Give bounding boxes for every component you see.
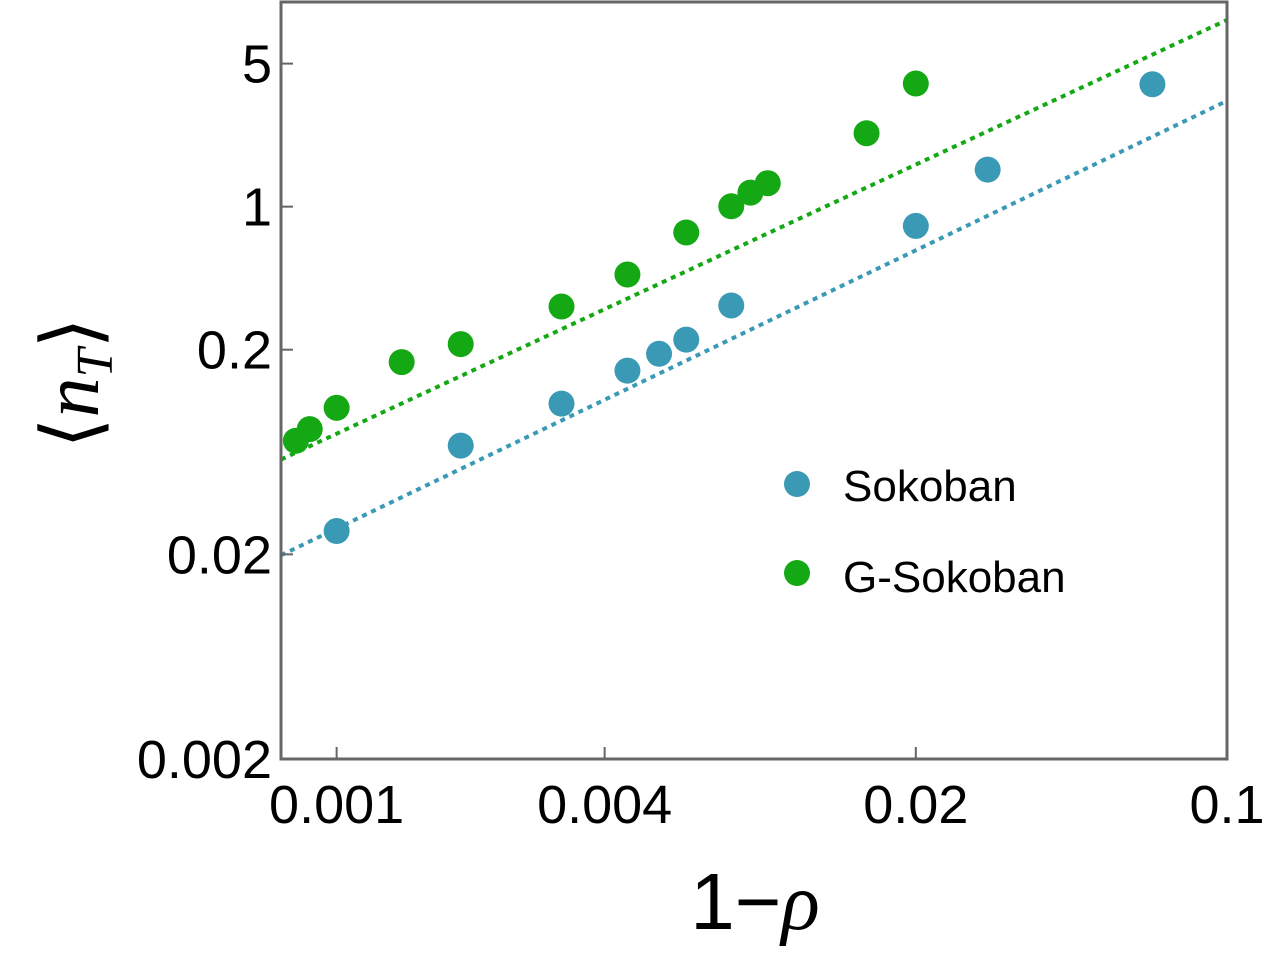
point-sokoban-5 <box>673 326 700 353</box>
point-g-sokoban-7 <box>673 219 700 246</box>
legend-marker-g-sokoban <box>784 560 810 586</box>
x-axis-title-symbol: ρ <box>778 859 819 947</box>
y-axis-ticks: 0.002 0.02 0.2 1 5 <box>137 35 293 790</box>
legend: Sokoban G-Sokoban <box>784 462 1066 602</box>
x-tick-label-3: 0.1 <box>1189 775 1264 835</box>
point-g-sokoban-4 <box>447 331 474 358</box>
x-axis-title-prefix: 1− <box>690 857 781 946</box>
fit-line-sokoban <box>280 99 1228 558</box>
y-tick-label-2: 0.2 <box>197 321 272 381</box>
legend-label-sokoban: Sokoban <box>843 462 1017 511</box>
legend-marker-sokoban <box>784 471 810 497</box>
point-g-sokoban-12 <box>902 70 929 97</box>
point-g-sokoban-6 <box>614 261 641 288</box>
x-axis-title: 1−ρ <box>690 857 820 947</box>
x-axis-ticks: 0.001 0.004 0.02 0.1 <box>269 747 1265 835</box>
y-axis-title-open: ⟨ <box>26 417 115 448</box>
point-g-sokoban-1 <box>296 416 323 443</box>
point-sokoban-8 <box>974 156 1001 183</box>
y-axis-title: ⟨nT⟩ <box>26 317 124 448</box>
point-sokoban-3 <box>614 357 641 384</box>
point-g-sokoban-10 <box>754 170 781 197</box>
plot-frame <box>279 0 1229 761</box>
point-sokoban-9 <box>1139 71 1166 98</box>
y-axis-title-symbol: n <box>28 377 116 417</box>
point-sokoban-2 <box>548 390 575 417</box>
data-points <box>282 70 1166 545</box>
y-axis-title-close: ⟩ <box>26 317 115 348</box>
y-axis-title-subscript: T <box>67 345 124 377</box>
point-sokoban-0 <box>323 518 350 545</box>
point-g-sokoban-5 <box>548 293 575 320</box>
y-tick-label-1: 0.02 <box>167 525 272 585</box>
x-tick-label-2: 0.02 <box>863 775 968 835</box>
point-g-sokoban-11 <box>853 120 880 147</box>
point-sokoban-7 <box>902 212 929 239</box>
point-g-sokoban-2 <box>323 394 350 421</box>
point-sokoban-4 <box>646 340 673 367</box>
fit-lines <box>280 18 1228 558</box>
x-tick-label-0: 0.001 <box>269 775 404 835</box>
point-sokoban-6 <box>718 292 745 319</box>
point-g-sokoban-8 <box>718 193 745 220</box>
point-g-sokoban-3 <box>388 349 415 376</box>
y-tick-label-4: 5 <box>242 35 272 95</box>
legend-label-g-sokoban: G-Sokoban <box>843 553 1066 602</box>
x-tick-label-1: 0.004 <box>537 775 672 835</box>
fit-line-g-sokoban <box>280 18 1228 462</box>
point-sokoban-1 <box>447 432 474 459</box>
y-tick-label-3: 1 <box>242 178 272 238</box>
y-tick-label-0: 0.002 <box>137 730 272 790</box>
